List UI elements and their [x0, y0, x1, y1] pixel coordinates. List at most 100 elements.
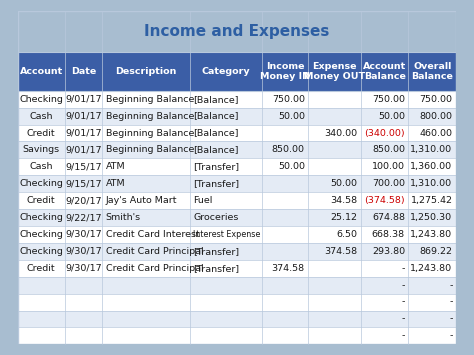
Text: Overall
Balance: Overall Balance — [411, 62, 453, 81]
Bar — [18, 260, 456, 277]
Bar — [18, 226, 456, 243]
Text: Groceries: Groceries — [193, 213, 238, 222]
Text: Savings: Savings — [23, 146, 60, 154]
Text: Beginning Balance: Beginning Balance — [106, 111, 194, 121]
Text: Cash: Cash — [29, 162, 53, 171]
Text: 9/01/17: 9/01/17 — [65, 95, 101, 104]
Text: ATM: ATM — [106, 162, 125, 171]
Text: 700.00: 700.00 — [372, 179, 405, 188]
Text: (340.00): (340.00) — [365, 129, 405, 137]
Text: Credit Card Principal: Credit Card Principal — [106, 247, 203, 256]
Text: 1,275.42: 1,275.42 — [410, 196, 453, 205]
Text: 750.00: 750.00 — [272, 95, 305, 104]
Text: Cash: Cash — [29, 111, 53, 121]
Text: Credit: Credit — [27, 196, 55, 205]
Text: 1,310.00: 1,310.00 — [410, 146, 453, 154]
Text: [Transfer]: [Transfer] — [193, 162, 239, 171]
Text: Income and Expenses: Income and Expenses — [144, 24, 330, 39]
Text: Credit Card Principal: Credit Card Principal — [106, 264, 203, 273]
Text: -: - — [401, 297, 405, 307]
Text: 668.38: 668.38 — [372, 230, 405, 239]
Text: Smith's: Smith's — [106, 213, 141, 222]
Bar — [18, 327, 456, 344]
Text: 9/15/17: 9/15/17 — [65, 179, 101, 188]
Text: [Balance]: [Balance] — [193, 95, 239, 104]
Text: Credit: Credit — [27, 264, 55, 273]
Text: 1,310.00: 1,310.00 — [410, 179, 453, 188]
Text: -: - — [449, 332, 453, 340]
Text: [Balance]: [Balance] — [193, 146, 239, 154]
Text: 9/15/17: 9/15/17 — [65, 162, 101, 171]
Text: Credit Card Interest: Credit Card Interest — [106, 230, 200, 239]
Text: [Transfer]: [Transfer] — [193, 264, 239, 273]
Text: 374.58: 374.58 — [272, 264, 305, 273]
Text: Checking: Checking — [19, 95, 63, 104]
Text: 800.00: 800.00 — [419, 111, 453, 121]
Text: 869.22: 869.22 — [419, 247, 453, 256]
Bar — [18, 158, 456, 175]
Text: -: - — [401, 264, 405, 273]
Text: -: - — [401, 315, 405, 323]
Text: 25.12: 25.12 — [330, 213, 357, 222]
Text: 9/01/17: 9/01/17 — [65, 129, 101, 137]
Text: 750.00: 750.00 — [372, 95, 405, 104]
Bar — [18, 125, 456, 141]
Text: -: - — [401, 332, 405, 340]
Text: Interest Expense: Interest Expense — [193, 230, 261, 239]
Text: 6.50: 6.50 — [337, 230, 357, 239]
Text: 9/01/17: 9/01/17 — [65, 146, 101, 154]
Text: 50.00: 50.00 — [278, 162, 305, 171]
Text: Beginning Balance: Beginning Balance — [106, 129, 194, 137]
Text: 460.00: 460.00 — [419, 129, 453, 137]
Text: Fuel: Fuel — [193, 196, 212, 205]
Text: 674.88: 674.88 — [372, 213, 405, 222]
Bar — [18, 91, 456, 108]
Text: Account: Account — [19, 67, 63, 76]
Bar — [18, 108, 456, 125]
Bar — [18, 294, 456, 311]
Text: 9/22/17: 9/22/17 — [65, 213, 101, 222]
Text: 1,250.30: 1,250.30 — [410, 213, 453, 222]
Bar — [18, 192, 456, 209]
Text: Checking: Checking — [19, 230, 63, 239]
Text: 100.00: 100.00 — [372, 162, 405, 171]
Text: Date: Date — [71, 67, 96, 76]
Text: [Balance]: [Balance] — [193, 129, 239, 137]
Text: Beginning Balance: Beginning Balance — [106, 146, 194, 154]
Text: 34.58: 34.58 — [330, 196, 357, 205]
Text: Description: Description — [115, 67, 177, 76]
Text: 9/01/17: 9/01/17 — [65, 111, 101, 121]
Bar — [18, 311, 456, 327]
Bar — [18, 141, 456, 158]
Text: 9/30/17: 9/30/17 — [65, 230, 101, 239]
Bar — [18, 209, 456, 226]
Bar — [18, 243, 456, 260]
Bar — [18, 52, 456, 91]
Text: -: - — [449, 315, 453, 323]
Text: 750.00: 750.00 — [419, 95, 453, 104]
Text: ATM: ATM — [106, 179, 125, 188]
Text: Account
Balance: Account Balance — [363, 62, 406, 81]
Text: Checking: Checking — [19, 179, 63, 188]
Text: 374.58: 374.58 — [324, 247, 357, 256]
Text: 340.00: 340.00 — [324, 129, 357, 137]
Text: -: - — [401, 281, 405, 290]
Text: 850.00: 850.00 — [272, 146, 305, 154]
Text: 9/30/17: 9/30/17 — [65, 264, 101, 273]
Text: Checking: Checking — [19, 213, 63, 222]
Text: Jay's Auto Mart: Jay's Auto Mart — [106, 196, 177, 205]
Text: Credit: Credit — [27, 129, 55, 137]
Text: 9/30/17: 9/30/17 — [65, 247, 101, 256]
Text: 1,243.80: 1,243.80 — [410, 264, 453, 273]
Text: -: - — [449, 281, 453, 290]
Text: [Transfer]: [Transfer] — [193, 247, 239, 256]
Text: -: - — [449, 297, 453, 307]
Text: Income
Money IN: Income Money IN — [260, 62, 310, 81]
Text: 50.00: 50.00 — [378, 111, 405, 121]
Text: 9/20/17: 9/20/17 — [65, 196, 101, 205]
Text: 1,243.80: 1,243.80 — [410, 230, 453, 239]
Text: [Transfer]: [Transfer] — [193, 179, 239, 188]
Text: Expense
Money OUT: Expense Money OUT — [304, 62, 365, 81]
Bar — [18, 277, 456, 294]
Text: 850.00: 850.00 — [372, 146, 405, 154]
